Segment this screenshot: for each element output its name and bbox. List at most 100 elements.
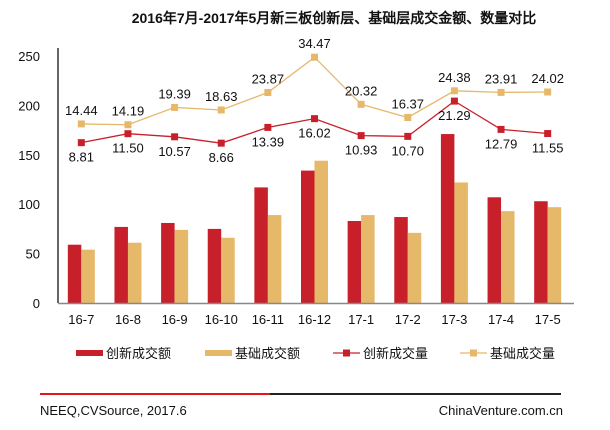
- bar: [221, 237, 235, 303]
- bar: [347, 220, 362, 303]
- bar: [534, 201, 548, 303]
- data-labels: 8.81 11.50 10.57 8.66 13.39 16.02 10.93 10.70 21…: [65, 36, 564, 165]
- line-marker: [77, 139, 85, 147]
- line-marker: [404, 132, 412, 140]
- line-marker: [171, 103, 179, 111]
- data-label: 16.02: [298, 126, 331, 141]
- data-label: 8.66: [209, 150, 234, 165]
- x-tick-label: 16-11: [252, 312, 284, 327]
- line-marker: [357, 100, 365, 108]
- data-label: 24.02: [531, 71, 564, 86]
- bar: [114, 226, 128, 303]
- data-label: 23.91: [485, 71, 518, 86]
- x-tick-label: 16-12: [298, 312, 331, 327]
- line-marker: [264, 89, 272, 97]
- bar: [547, 207, 562, 303]
- bar: [440, 134, 455, 303]
- data-label: 21.29: [438, 108, 471, 123]
- y-tick-label: 150: [18, 148, 40, 163]
- line-marker: [450, 97, 458, 105]
- source-note: NEEQ,CVSource, 2017.6: [40, 403, 187, 418]
- y-axis-ticks: 0 50 100 150 200 250: [18, 49, 40, 311]
- bar: [454, 182, 468, 303]
- data-label: 11.55: [532, 141, 564, 156]
- data-label: 14.44: [65, 103, 98, 118]
- line-marker: [450, 87, 458, 95]
- data-label: 8.81: [69, 150, 94, 165]
- data-label: 11.50: [112, 141, 144, 156]
- bar: [407, 232, 422, 303]
- data-label: 18.63: [205, 89, 238, 104]
- legend: 创新成交额 基础成交额 创新成交量 基础成交量: [76, 346, 555, 361]
- bars: [67, 134, 562, 303]
- line-marker: [217, 106, 225, 114]
- line-marker: [497, 88, 505, 96]
- line-marker: [544, 88, 552, 96]
- data-label: 10.93: [345, 143, 378, 158]
- x-tick-label: 16-7: [68, 312, 94, 327]
- data-label: 34.47: [298, 36, 331, 51]
- bar: [267, 215, 282, 303]
- line-marker: [497, 125, 505, 133]
- y-tick-label: 250: [18, 49, 40, 64]
- x-tick-label: 17-3: [441, 312, 467, 327]
- data-label: 24.38: [438, 70, 471, 85]
- lines: [77, 53, 552, 147]
- x-tick-label: 17-4: [488, 312, 514, 327]
- x-tick-label: 16-8: [115, 312, 141, 327]
- data-label: 10.70: [391, 143, 424, 158]
- data-label: 10.57: [158, 144, 191, 159]
- legend-swatch: [76, 350, 103, 356]
- y-tick-label: 100: [18, 197, 40, 212]
- line-marker: [124, 121, 132, 129]
- line-marker: [357, 132, 365, 140]
- bar: [161, 222, 175, 303]
- legend-label: 创新成交量: [363, 346, 428, 361]
- x-tick-label: 17-1: [348, 312, 374, 327]
- data-label: 20.32: [345, 83, 378, 98]
- bar: [301, 170, 315, 303]
- bar: [254, 187, 268, 303]
- line-marker: [544, 130, 552, 138]
- bar: [501, 211, 515, 303]
- line-marker: [77, 120, 85, 128]
- data-label: 12.79: [485, 136, 518, 151]
- bar: [207, 228, 222, 303]
- legend-label: 基础成交量: [490, 346, 555, 361]
- line-marker: [311, 115, 318, 123]
- y-tick-label: 0: [33, 296, 40, 311]
- x-tick-label: 17-5: [535, 312, 561, 327]
- bar: [314, 160, 328, 303]
- data-label: 13.39: [252, 134, 285, 149]
- line-marker: [404, 113, 412, 121]
- data-label: 16.37: [391, 96, 424, 111]
- bar: [487, 197, 502, 303]
- x-tick-label: 17-2: [395, 312, 421, 327]
- legend-swatch: [205, 350, 232, 356]
- legend-swatch-marker: [470, 349, 477, 357]
- line-marker: [217, 139, 225, 147]
- bar: [127, 242, 142, 303]
- bar: [361, 215, 375, 303]
- y-tick-label: 200: [18, 98, 40, 113]
- legend-swatch-marker: [343, 349, 350, 357]
- bar: [81, 249, 95, 303]
- x-tick-label: 16-9: [162, 312, 188, 327]
- brand-text: ChinaVenture.com.cn: [438, 403, 563, 418]
- legend-label: 创新成交额: [106, 346, 171, 361]
- line-marker: [124, 130, 132, 138]
- bar: [174, 229, 189, 303]
- bar: [394, 217, 408, 303]
- data-label: 14.19: [112, 104, 145, 119]
- line-marker: [171, 133, 179, 141]
- line-marker: [264, 123, 272, 131]
- x-tick-label: 16-10: [205, 312, 238, 327]
- bar: [67, 244, 82, 303]
- chart-title: 2016年7月-2017年5月新三板创新层、基础层成交金额、数量对比: [131, 10, 537, 26]
- data-label: 23.87: [252, 72, 285, 87]
- y-tick-label: 50: [26, 247, 40, 262]
- data-label: 19.39: [158, 86, 191, 101]
- line-marker: [311, 53, 318, 61]
- legend-label: 基础成交额: [235, 346, 300, 361]
